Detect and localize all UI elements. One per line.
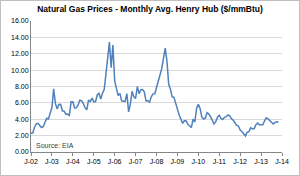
- svg-text:J-02: J-02: [24, 158, 38, 165]
- svg-text:10.00: 10.00: [11, 67, 29, 74]
- svg-text:0.00: 0.00: [15, 148, 29, 155]
- svg-text:J-08: J-08: [150, 158, 164, 165]
- svg-text:12.00: 12.00: [11, 50, 29, 57]
- svg-text:6.00: 6.00: [15, 99, 29, 106]
- svg-text:J-05: J-05: [87, 158, 101, 165]
- svg-text:8.00: 8.00: [15, 83, 29, 90]
- svg-text:Source: EIA: Source: EIA: [36, 142, 74, 149]
- svg-text:J-09: J-09: [171, 158, 185, 165]
- svg-text:4.00: 4.00: [15, 116, 29, 123]
- svg-text:16.00: 16.00: [11, 17, 29, 24]
- svg-text:J-04: J-04: [66, 158, 80, 165]
- svg-text:J-14: J-14: [275, 158, 289, 165]
- svg-text:J-03: J-03: [45, 158, 59, 165]
- svg-text:J-12: J-12: [233, 158, 247, 165]
- svg-text:J-13: J-13: [254, 158, 268, 165]
- svg-text:J-07: J-07: [129, 158, 143, 165]
- svg-text:Natural Gas Prices - Monthly A: Natural Gas Prices - Monthly Avg. Henry …: [37, 4, 263, 14]
- svg-text:14.00: 14.00: [11, 34, 29, 41]
- svg-text:2.00: 2.00: [15, 132, 29, 139]
- svg-text:J-11: J-11: [213, 158, 226, 165]
- svg-text:J-06: J-06: [108, 158, 122, 165]
- svg-text:J-10: J-10: [192, 158, 206, 165]
